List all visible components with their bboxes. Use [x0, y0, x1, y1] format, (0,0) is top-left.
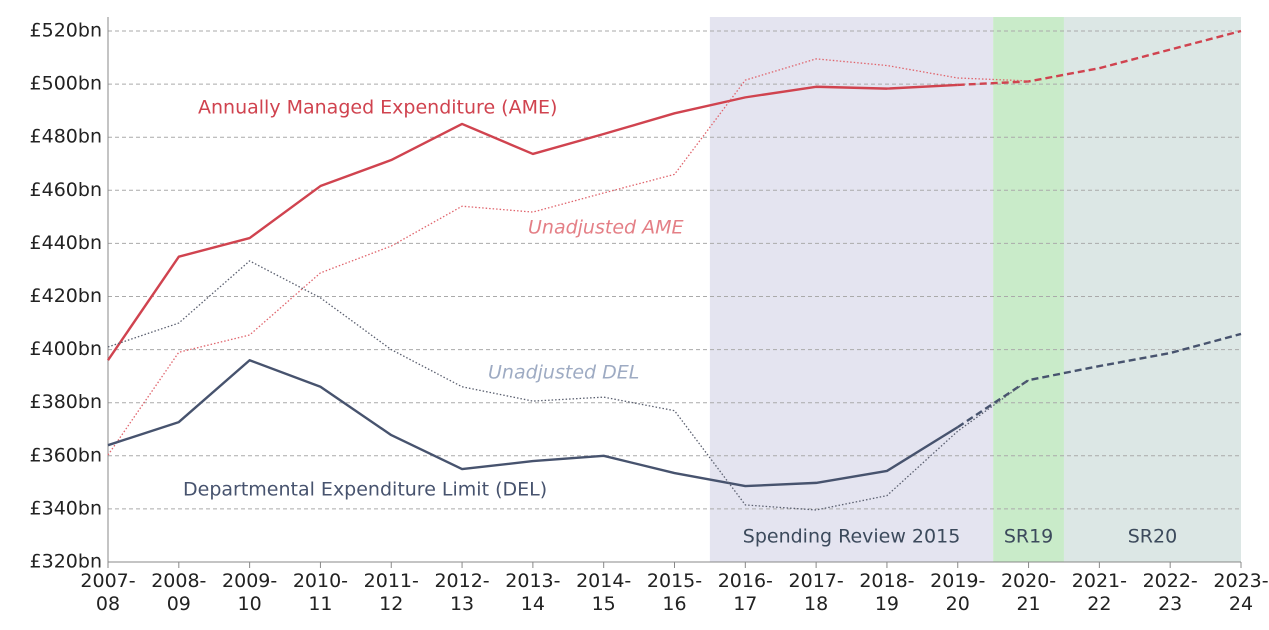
- x-tick-label: 2013-14: [505, 570, 561, 615]
- region-label: Spending Review 2015: [743, 526, 961, 548]
- series-line: [957, 332, 1242, 429]
- x-tick-label: 2021-22: [1071, 570, 1127, 615]
- y-tick-label: £380bn: [30, 391, 102, 413]
- x-tick-label: 2016-17: [717, 570, 773, 615]
- y-tick-label: £320bn: [30, 551, 102, 573]
- series-label: Unadjusted DEL: [488, 362, 639, 384]
- region: [993, 17, 1064, 562]
- series-label: Annually Managed Expenditure (AME): [198, 97, 557, 119]
- series-line: [107, 260, 1029, 511]
- x-tick-label: 2014-15: [576, 570, 632, 615]
- series-label: Departmental Expenditure Limit (DEL): [183, 479, 547, 501]
- x-tick-label: 2009-10: [222, 570, 278, 615]
- x-tick-label: 2018-19: [859, 570, 915, 615]
- x-tick-label: 2007-08: [80, 570, 136, 615]
- y-tick-label: £400bn: [30, 338, 102, 360]
- region-label: SR19: [1004, 526, 1053, 548]
- series-line: [107, 83, 958, 361]
- region: [1063, 17, 1241, 562]
- series-line: [107, 58, 1029, 456]
- x-tick-label: 2023-24: [1213, 570, 1269, 615]
- x-tick-label: 2008-09: [151, 570, 207, 615]
- y-tick-label: £360bn: [30, 444, 102, 466]
- x-tick-label: 2020-21: [1000, 570, 1057, 615]
- y-tick-label: £460bn: [30, 179, 102, 201]
- region-label: SR20: [1128, 526, 1177, 548]
- x-tick-label: 2022-23: [1142, 570, 1198, 615]
- x-tick-label: 2017-18: [788, 570, 844, 615]
- x-tick-label: 2010-11: [292, 570, 349, 615]
- y-tick-label: £440bn: [30, 232, 102, 254]
- series-label: Unadjusted AME: [528, 217, 684, 239]
- x-tick-label: 2012-13: [434, 570, 490, 615]
- series-line: [957, 29, 1242, 87]
- region: [709, 17, 994, 562]
- series-line: [107, 359, 959, 488]
- x-tick-label: 2011-12: [363, 570, 419, 615]
- x-tick-label: 2019-20: [930, 570, 986, 615]
- y-tick-label: £340bn: [30, 497, 102, 519]
- y-tick-label: £520bn: [30, 20, 102, 42]
- x-tick-label: 2015-16: [646, 570, 703, 615]
- y-tick-label: £420bn: [30, 285, 102, 307]
- y-tick-label: £500bn: [30, 73, 102, 95]
- y-tick-label: £480bn: [30, 126, 102, 148]
